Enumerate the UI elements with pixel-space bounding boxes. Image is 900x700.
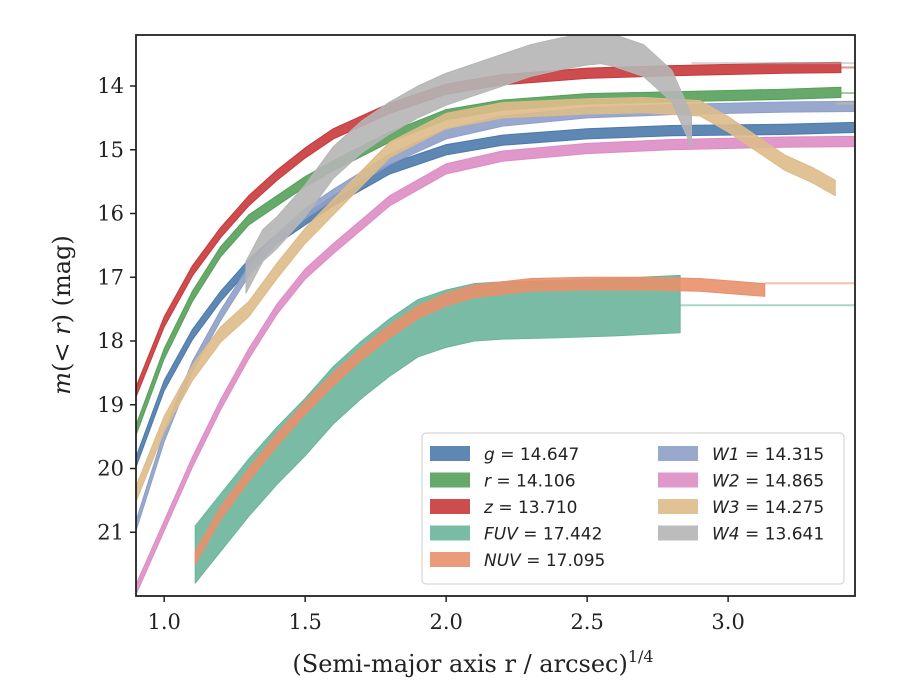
y-label-r: r xyxy=(48,322,76,335)
legend-label-FUV: FUV = 17.442 xyxy=(484,525,602,545)
y-tick-label: 14 xyxy=(97,74,124,98)
legend-band-name: W1 xyxy=(712,445,740,465)
legend-label-z: z = 13.710 xyxy=(483,498,577,518)
legend-label-NUV: NUV = 17.095 xyxy=(484,551,605,571)
legend-swatch-W3 xyxy=(658,499,698,514)
legend-band-name: r xyxy=(484,472,492,492)
legend-swatch-r xyxy=(430,472,470,488)
legend-band-value: = 14.315 xyxy=(740,445,825,465)
legend-swatch-NUV xyxy=(430,552,470,567)
y-tick-label: 16 xyxy=(97,202,124,226)
legend-swatch-z xyxy=(430,499,470,514)
legend-band-name: NUV xyxy=(484,551,522,571)
y-axis-ticks: 14 15 16 17 18 19 20 21 xyxy=(97,74,136,544)
legend-band-name: W2 xyxy=(712,472,740,492)
legend-swatch-W2 xyxy=(658,472,698,488)
series-layer xyxy=(136,35,855,596)
series-W3-band xyxy=(136,96,836,503)
plot-frame xyxy=(135,34,856,597)
legend-swatch-W1 xyxy=(658,446,698,461)
legend-band-name: W4 xyxy=(712,525,740,545)
legend-band-name: g xyxy=(484,445,495,465)
y-tick-label: 15 xyxy=(97,138,124,162)
y-tick-label: 19 xyxy=(97,393,124,417)
legend-label-W4: W4 = 13.641 xyxy=(712,525,824,545)
y-label-lt: (< xyxy=(48,335,76,372)
legend-label-g: g = 14.647 xyxy=(484,445,579,465)
legend-swatch-W4 xyxy=(658,525,698,541)
legend-band-value: = 14.106 xyxy=(491,472,576,492)
series-z-band xyxy=(136,61,842,398)
legend-band-value: = 14.865 xyxy=(740,472,825,492)
legend-swatch-g xyxy=(430,446,470,461)
legend-label-W3: W3 = 14.275 xyxy=(712,498,824,518)
x-tick-label: 2.0 xyxy=(429,610,462,634)
series-NUV-band xyxy=(194,276,766,565)
y-tick-label: 17 xyxy=(97,265,124,289)
x-tick-label: 1.5 xyxy=(288,610,321,634)
x-axis-label-superscript: 1/4 xyxy=(628,647,654,666)
legend-box xyxy=(421,432,845,585)
legend-band-value: = 13.641 xyxy=(740,525,825,545)
series-W4-band xyxy=(245,35,692,294)
x-axis-label: (Semi-major axis r / arcsec)1/4 xyxy=(292,647,653,678)
series-r-band xyxy=(136,86,842,436)
legend-band-value: = 14.647 xyxy=(495,445,580,465)
legend-band-name: z xyxy=(483,498,494,518)
legend-label-r: r = 14.106 xyxy=(484,472,576,492)
y-label-unit: ) (mag) xyxy=(48,235,76,323)
y-tick-label: 18 xyxy=(97,329,124,353)
y-label-m: m xyxy=(48,372,76,395)
y-axis-label: m(< r) (mag) xyxy=(48,235,76,395)
x-tick-label: 2.5 xyxy=(570,610,603,634)
legend-band-value: = 14.275 xyxy=(740,498,825,518)
legend-band-name: FUV xyxy=(484,525,519,545)
y-tick-label: 21 xyxy=(97,520,124,544)
x-tick-label: 1.0 xyxy=(147,610,180,634)
legend-swatch-FUV xyxy=(430,525,470,541)
x-tick-label: 3.0 xyxy=(711,610,744,634)
legend-label-W1: W1 = 14.315 xyxy=(712,445,824,465)
series-W2-band xyxy=(136,135,855,596)
y-tick-label: 20 xyxy=(97,457,124,481)
legend-band-value: = 17.442 xyxy=(518,525,603,545)
x-axis-ticks: 1.0 1.5 2.0 2.5 3.0 xyxy=(147,596,745,634)
legend-band-name: W3 xyxy=(712,498,740,518)
legend-label-W2: W2 = 14.865 xyxy=(712,472,824,492)
legend-band-value: = 17.095 xyxy=(521,551,606,571)
legend-band-value: = 13.710 xyxy=(493,498,578,518)
